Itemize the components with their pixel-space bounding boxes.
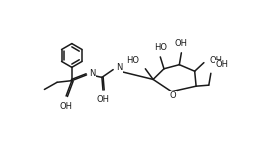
Text: OH: OH [175,39,188,48]
Text: OH: OH [60,102,73,111]
Text: OH: OH [209,56,222,65]
Text: HO: HO [154,43,167,52]
Text: OH: OH [215,60,228,69]
Text: N: N [89,69,95,78]
Text: O: O [170,91,177,100]
Text: HO: HO [127,56,140,65]
Text: N: N [116,63,122,72]
Text: OH: OH [97,95,109,104]
